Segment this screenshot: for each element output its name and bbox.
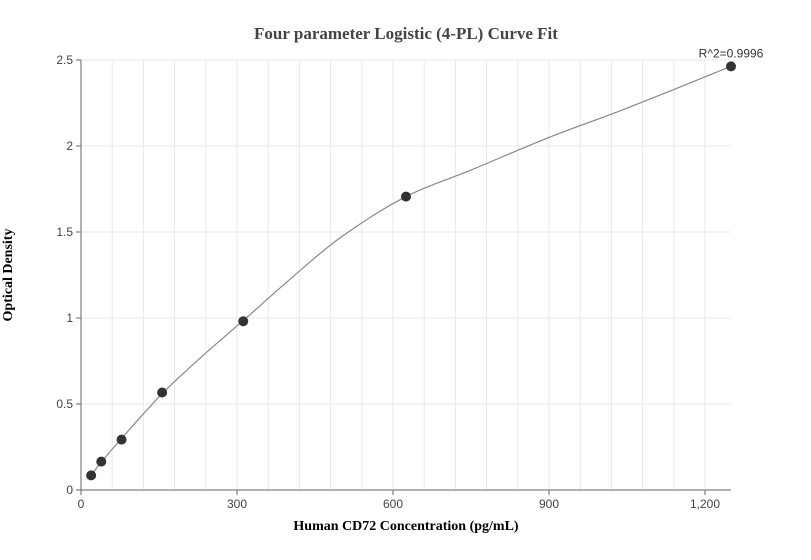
y-tick-label: 0 (66, 483, 73, 497)
y-tick-label: 2 (66, 139, 73, 153)
r-squared-annotation: R^2=0.9996 (699, 46, 764, 60)
chart-title: Four parameter Logistic (4-PL) Curve Fit (254, 24, 558, 43)
x-tick-label: 300 (227, 497, 247, 511)
data-point (116, 434, 127, 445)
data-point (401, 191, 411, 202)
x-tick-label: 0 (78, 497, 85, 511)
data-point (726, 61, 736, 72)
tick-labels: 0 300 600 900 1,200 0 0.5 1 1.5 2 2.5 (56, 53, 720, 511)
fit-curve (90, 65, 732, 476)
data-point (96, 456, 107, 467)
x-tick-label: 900 (539, 497, 559, 511)
axes (76, 59, 731, 495)
x-tick-label: 1,200 (690, 497, 720, 511)
data-point (86, 470, 97, 481)
y-tick-label: 1 (66, 311, 73, 325)
x-axis-title: Human CD72 Concentration (pg/mL) (293, 519, 519, 534)
data-point (157, 387, 168, 398)
y-tick-label: 1.5 (56, 225, 73, 239)
y-axis-title: Optical Density (1, 229, 16, 322)
data-point (238, 316, 249, 327)
y-tick-label: 2.5 (56, 53, 73, 67)
grid (80, 59, 731, 491)
y-tick-label: 0.5 (56, 397, 73, 411)
data-points (86, 61, 736, 481)
x-tick-label: 600 (383, 497, 403, 511)
